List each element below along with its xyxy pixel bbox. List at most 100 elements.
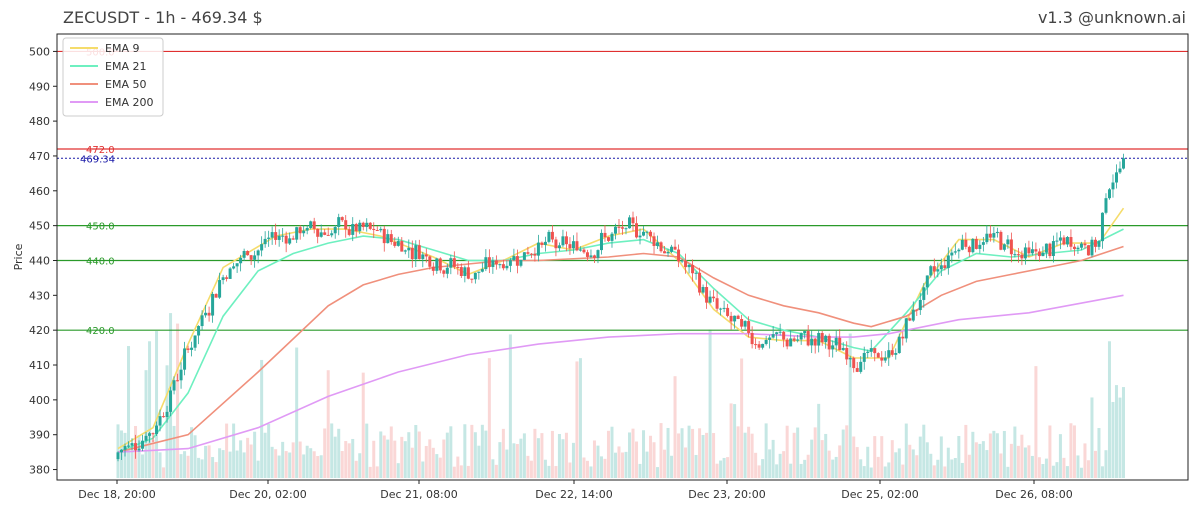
volume-bar (701, 435, 705, 478)
volume-bar (568, 462, 572, 478)
candle (298, 225, 302, 240)
candle (834, 330, 838, 353)
volume-bar (904, 423, 908, 478)
volume-bar (1104, 450, 1108, 478)
x-tick-label: Dec 26, 08:00 (995, 488, 1072, 501)
volume-bar (137, 435, 141, 478)
candle (256, 249, 260, 264)
volume-bar (270, 446, 274, 478)
candle (964, 232, 968, 250)
volume-bar (761, 459, 765, 478)
candle (176, 373, 180, 382)
candle (946, 247, 950, 275)
candle (519, 259, 523, 268)
volume-bar (127, 346, 131, 478)
candle (918, 292, 922, 315)
candle (747, 316, 751, 338)
volume-bar (862, 466, 866, 478)
volume-bar (428, 439, 432, 478)
y-tick-label: 390 (29, 429, 50, 442)
volume-bar (1114, 385, 1118, 478)
candle (148, 431, 152, 443)
x-tick-label: Dec 23, 20:00 (688, 488, 765, 501)
volume-bar (431, 447, 435, 478)
volume-bar (410, 447, 414, 478)
last-price-label: 469.34 (80, 154, 115, 165)
volume-bar (246, 437, 250, 478)
volume-bar (1006, 466, 1010, 478)
candle (670, 244, 674, 254)
candle (887, 342, 891, 366)
candle (288, 232, 292, 246)
candle (820, 331, 824, 346)
candle (270, 226, 274, 245)
candle (999, 230, 1003, 251)
candle (1069, 229, 1073, 251)
candle (361, 221, 365, 231)
candle (659, 241, 663, 253)
candle (642, 225, 646, 237)
candle (1090, 236, 1094, 258)
candle (564, 231, 568, 252)
volume-bar (705, 432, 709, 478)
volume-bar (680, 428, 684, 478)
candle (862, 346, 866, 370)
volume-bar (792, 432, 796, 478)
y-tick-label: 480 (29, 115, 50, 128)
volume-bar (722, 457, 726, 478)
volume-bar (978, 443, 982, 478)
volume-bar (778, 453, 782, 478)
y-tick-label: 470 (29, 150, 50, 163)
volume-bar (1097, 428, 1101, 478)
candle (501, 259, 505, 271)
candle (911, 301, 915, 322)
volume-bar (242, 452, 246, 478)
volume-bar (211, 457, 215, 478)
candle (722, 300, 726, 313)
volume-bar (473, 432, 477, 478)
candle (1121, 153, 1125, 170)
volume-bar (866, 446, 870, 478)
candle (936, 262, 940, 278)
volume-bar (452, 466, 456, 478)
volume-bar (540, 433, 544, 478)
volume-bar (659, 423, 663, 478)
candle (1002, 243, 1006, 252)
candle (277, 229, 281, 247)
y-tick-label: 490 (29, 80, 50, 93)
candle (193, 335, 197, 351)
candle (428, 255, 432, 270)
candle (971, 238, 975, 254)
volume-bar (333, 436, 337, 478)
candle (319, 224, 323, 238)
volume-bar (302, 454, 306, 478)
candle (992, 226, 996, 243)
volume-bar (1027, 445, 1031, 478)
volume-bar (515, 444, 519, 478)
candle (505, 260, 509, 271)
volume-bar (1121, 387, 1125, 478)
volume-bar (330, 423, 334, 478)
candle (775, 331, 779, 342)
candle (1023, 243, 1027, 265)
volume-bar (1016, 445, 1020, 478)
volume-bar (599, 456, 603, 478)
volume-bar (365, 423, 369, 478)
volume-bar (547, 465, 551, 478)
volume-bar (960, 462, 964, 478)
candle (414, 240, 418, 268)
ema-line (117, 245, 1124, 453)
volume-bar (372, 440, 376, 478)
volume-bar (992, 430, 996, 478)
candle (281, 228, 285, 243)
volume-bar (964, 424, 968, 478)
volume-bar (827, 450, 831, 478)
volume-bar (1076, 455, 1080, 478)
volume-bar (764, 423, 768, 478)
candle (123, 443, 127, 457)
volume-bar (508, 334, 512, 478)
volume-bar (708, 329, 712, 478)
candle (796, 334, 800, 343)
candle (974, 236, 978, 250)
volume-bar (519, 438, 523, 478)
